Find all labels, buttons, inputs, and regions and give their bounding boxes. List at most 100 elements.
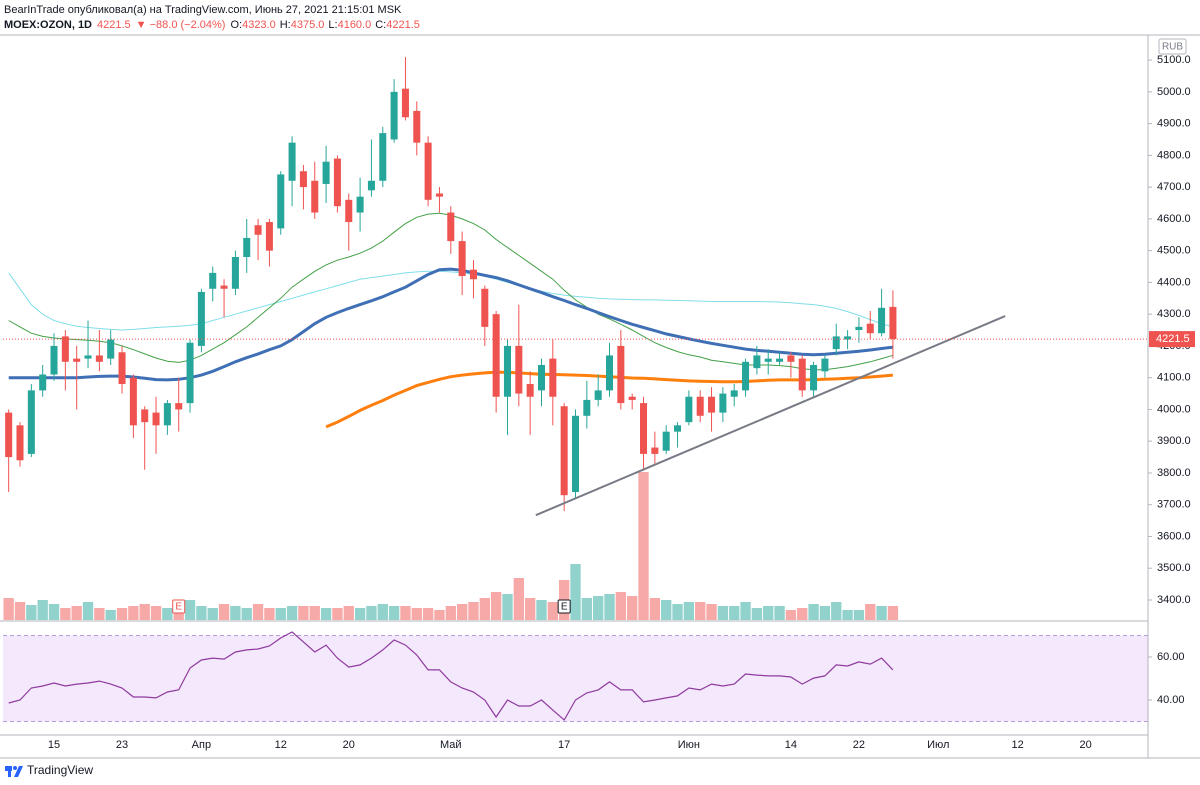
volume-bar bbox=[196, 606, 207, 620]
candle-body bbox=[537, 364, 546, 391]
volume-bar bbox=[876, 606, 887, 620]
volume-bar bbox=[264, 608, 275, 620]
candle-body bbox=[662, 431, 670, 451]
volume-bar bbox=[638, 472, 649, 620]
volume-bar bbox=[411, 608, 422, 620]
y-tick-label: 4900.0 bbox=[1157, 118, 1191, 130]
y-tick-label: 4800.0 bbox=[1157, 149, 1191, 161]
last-price-box bbox=[1149, 331, 1195, 348]
volume-bar bbox=[502, 594, 513, 620]
candle-body bbox=[753, 355, 761, 369]
volume-bar bbox=[627, 596, 638, 620]
volume-bar bbox=[286, 606, 298, 620]
x-tick-label: Апр bbox=[192, 739, 211, 751]
candle-body bbox=[674, 425, 682, 432]
volume-bar bbox=[479, 598, 490, 620]
y-tick-label: 3700.0 bbox=[1157, 499, 1191, 511]
candle-body bbox=[685, 396, 693, 423]
volume-bar bbox=[887, 606, 899, 620]
high-value: 4375.0 bbox=[291, 19, 325, 31]
candle-body bbox=[889, 306, 897, 340]
x-tick-label: 17 bbox=[558, 739, 570, 751]
candle-body bbox=[810, 364, 818, 391]
open-value: 4323.0 bbox=[242, 19, 276, 31]
volume-bar bbox=[683, 602, 695, 620]
candle-body bbox=[175, 403, 183, 410]
volume-bar bbox=[422, 608, 434, 620]
y-tick-label: 4500.0 bbox=[1157, 245, 1191, 257]
candle-body bbox=[163, 403, 171, 426]
candle-body bbox=[118, 352, 126, 385]
candle-body bbox=[288, 142, 296, 181]
x-tick-label: Июн bbox=[678, 739, 700, 751]
candle-body bbox=[265, 222, 273, 251]
volume-bar bbox=[661, 600, 672, 620]
volume-bar bbox=[785, 610, 797, 620]
volume-bar bbox=[366, 606, 377, 620]
volume-bar bbox=[354, 608, 366, 620]
volume-bar bbox=[116, 608, 128, 620]
candle-body bbox=[640, 403, 648, 454]
volume-bar bbox=[37, 600, 48, 620]
brand-logo bbox=[5, 766, 23, 777]
candle-body bbox=[379, 133, 387, 181]
candle-body bbox=[503, 345, 511, 397]
candle-body bbox=[197, 291, 205, 346]
volume-bar bbox=[298, 606, 309, 620]
volume-bar bbox=[717, 606, 729, 620]
logo-shape bbox=[8, 766, 11, 777]
x-tick-label: 15 bbox=[48, 739, 60, 751]
x-tick-label: 23 bbox=[116, 739, 128, 751]
volume-bar bbox=[320, 608, 332, 620]
y-tick-label: 4300.0 bbox=[1157, 308, 1191, 320]
volume-bar bbox=[14, 602, 26, 620]
candle-body bbox=[390, 91, 398, 140]
moving-average bbox=[8, 267, 894, 382]
volume-bar bbox=[513, 578, 524, 620]
volume-bar bbox=[706, 604, 717, 620]
moving-average bbox=[8, 270, 894, 331]
volume-bar bbox=[218, 604, 230, 620]
volume-bar bbox=[150, 606, 162, 620]
candle-body bbox=[39, 374, 47, 391]
candle-body bbox=[129, 377, 137, 426]
y-tick-label: 3800.0 bbox=[1157, 467, 1191, 479]
candle-body bbox=[311, 180, 319, 213]
volume-bar bbox=[604, 594, 615, 620]
volume-bar bbox=[740, 602, 751, 620]
volume-bar bbox=[377, 604, 388, 620]
logo-shape bbox=[13, 766, 17, 770]
x-tick-label: 12 bbox=[275, 739, 287, 751]
candle-body bbox=[515, 345, 523, 394]
candle-body bbox=[696, 396, 704, 416]
volume-bar bbox=[490, 592, 502, 620]
volume-bar bbox=[536, 600, 547, 620]
volume-bar bbox=[275, 608, 286, 620]
volume-bar bbox=[445, 606, 456, 620]
x-tick-label: 14 bbox=[785, 739, 797, 751]
volume-bar bbox=[468, 602, 479, 620]
volume-bar bbox=[763, 606, 774, 620]
candle-body bbox=[186, 342, 194, 404]
volume-bar bbox=[865, 604, 876, 620]
candle-body bbox=[16, 425, 24, 461]
volume-bar bbox=[434, 610, 445, 620]
event-marker bbox=[172, 599, 186, 614]
candle-body bbox=[651, 447, 659, 454]
candle-body bbox=[107, 339, 115, 359]
volume-bar bbox=[853, 610, 865, 620]
y-tick-label: 5000.0 bbox=[1157, 86, 1191, 98]
volume-bar bbox=[252, 604, 264, 620]
y-tick-label: 5100.0 bbox=[1157, 54, 1191, 66]
volume-bar bbox=[649, 598, 661, 620]
volume-bar bbox=[456, 604, 468, 620]
candle-body bbox=[333, 158, 341, 207]
candle-body bbox=[209, 272, 217, 289]
candle-body bbox=[549, 358, 557, 397]
candle-body bbox=[571, 415, 580, 493]
candle-body bbox=[61, 336, 69, 362]
volume-bar bbox=[808, 604, 819, 620]
event-marker bbox=[557, 599, 571, 614]
candle-body bbox=[322, 161, 330, 184]
currency-box bbox=[1158, 38, 1187, 55]
